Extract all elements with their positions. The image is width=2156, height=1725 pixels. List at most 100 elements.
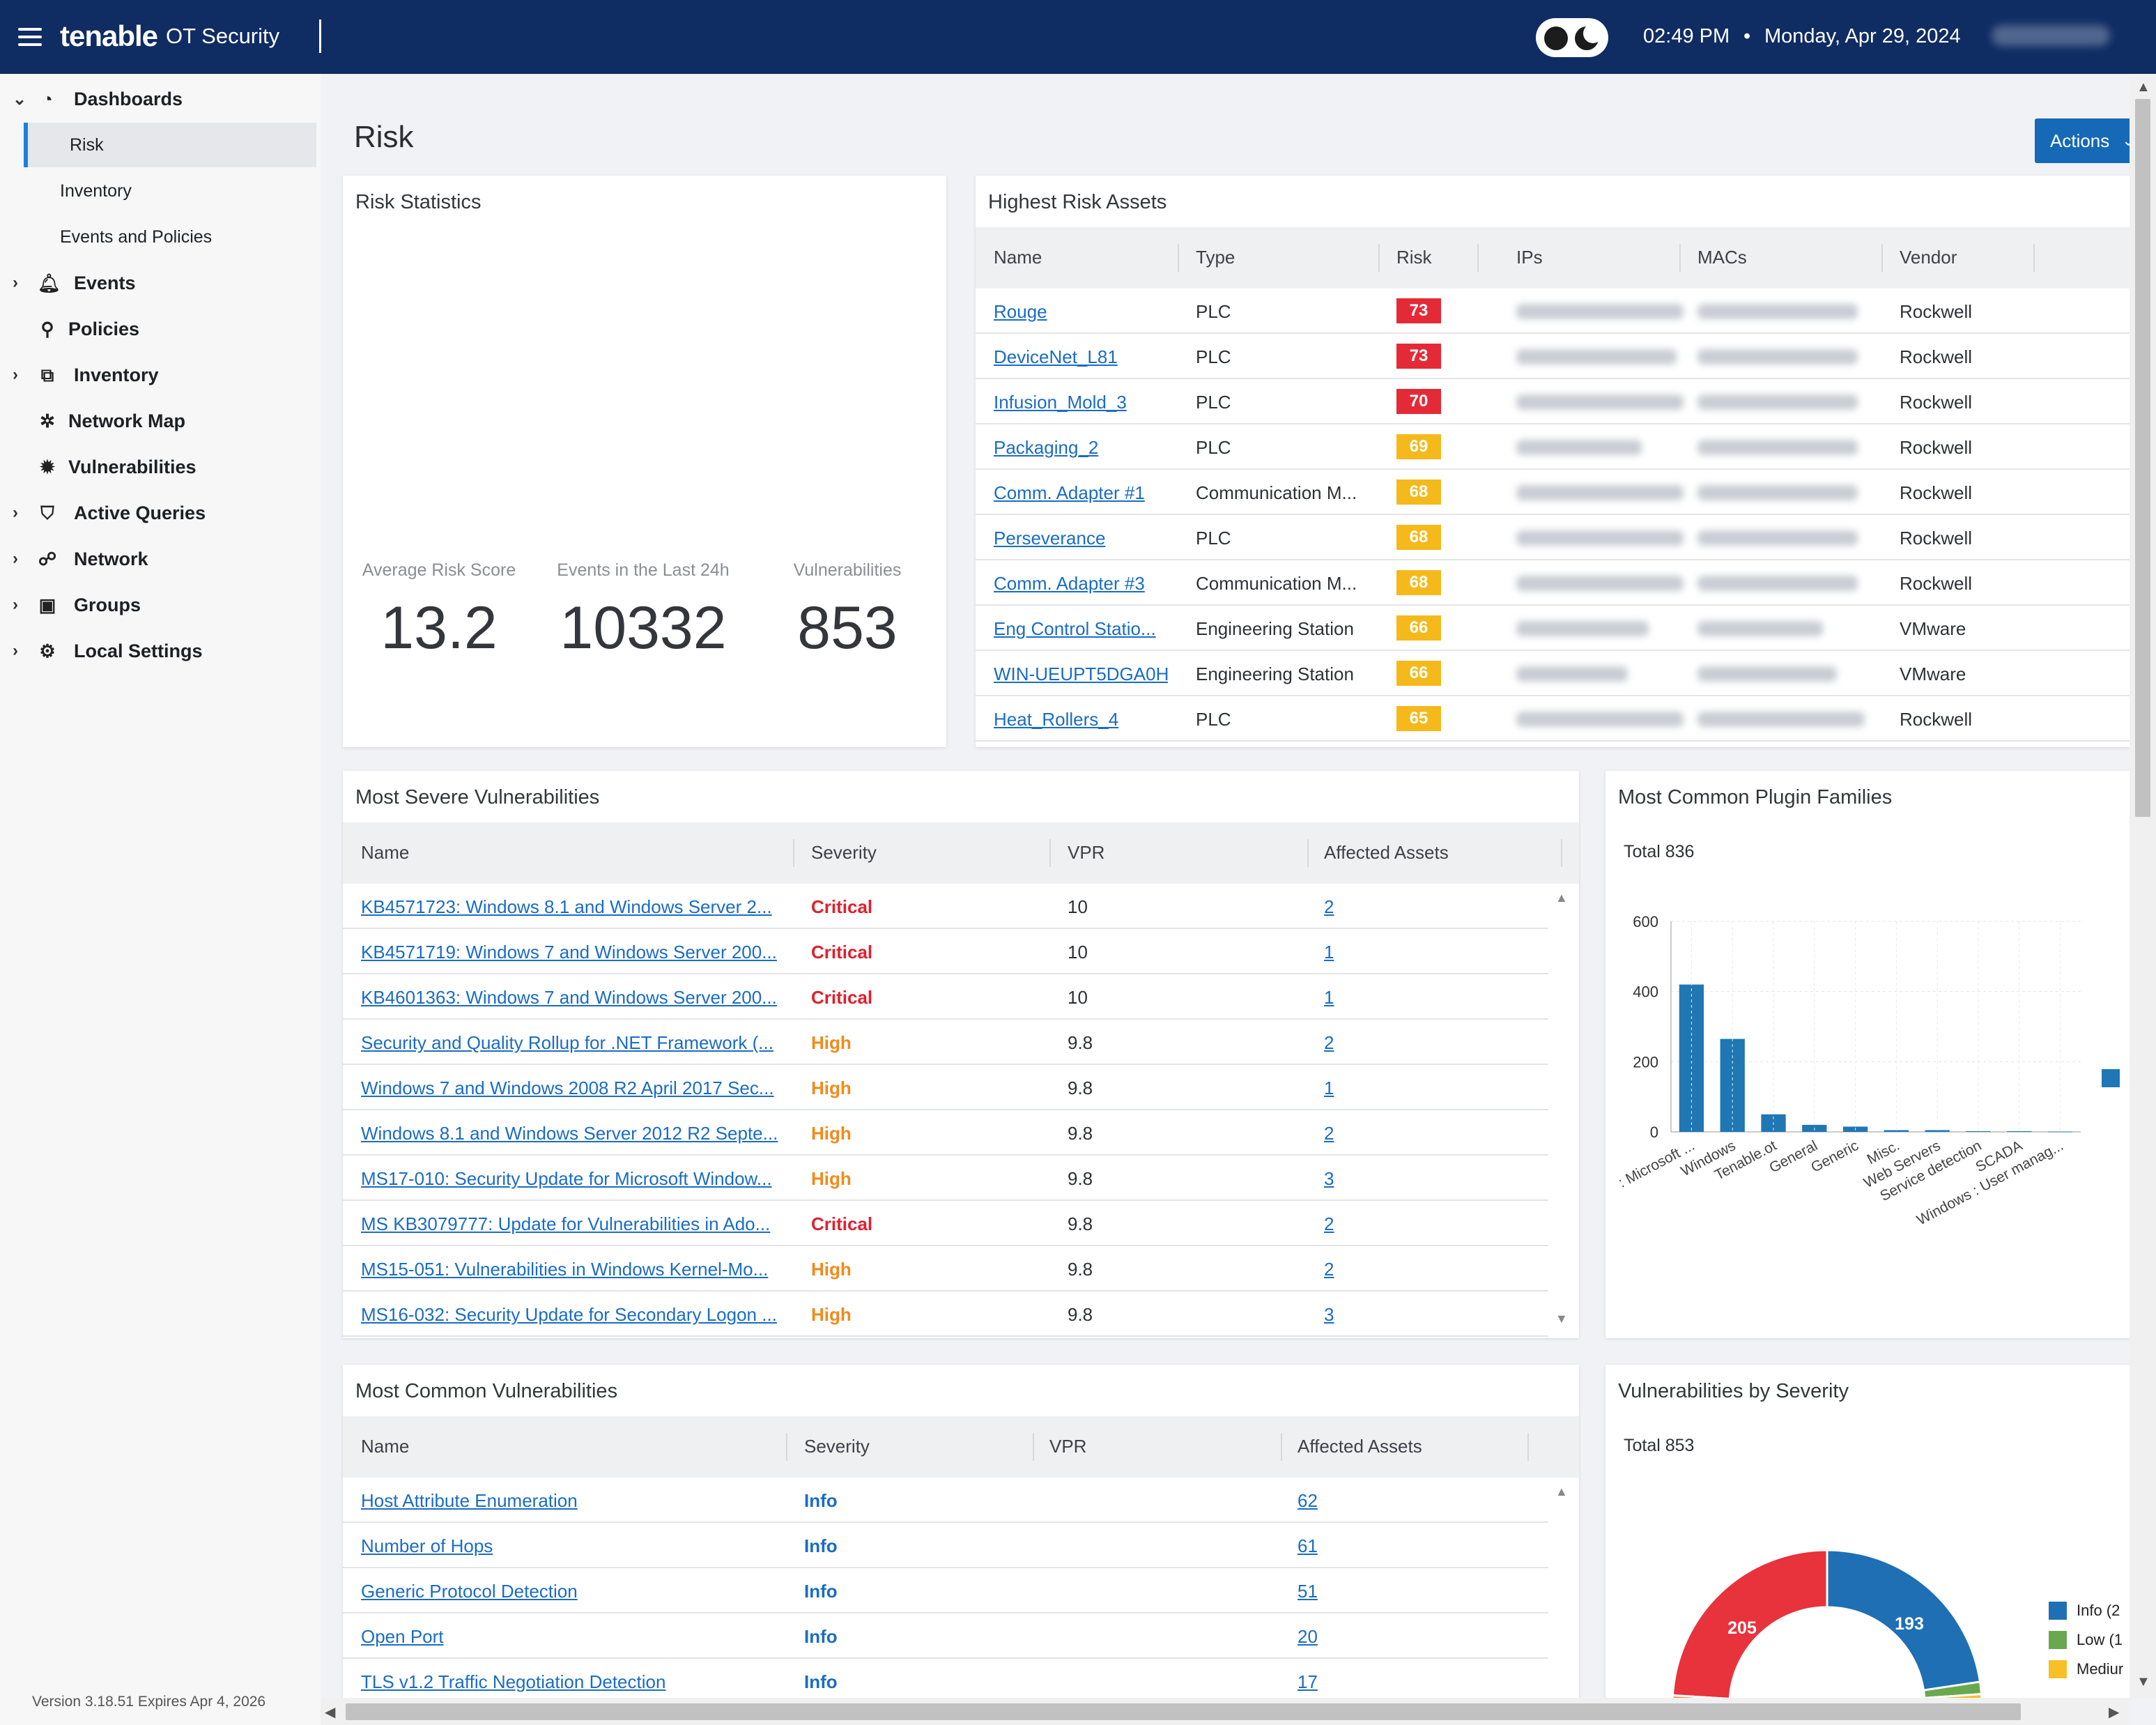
- table-row[interactable]: Open Port Info 20: [343, 1613, 1548, 1659]
- column-header-affected-assets[interactable]: Affected Assets: [1324, 842, 1449, 863]
- asset-name-link[interactable]: WIN-UEUPT5DGA0H: [994, 664, 1168, 684]
- column-divider[interactable]: [1178, 244, 1179, 272]
- column-header-name[interactable]: Name: [994, 247, 1042, 268]
- column-header-ips[interactable]: IPs: [1516, 247, 1543, 268]
- table-row[interactable]: KB4571719: Windows 7 and Windows Server …: [343, 929, 1548, 974]
- vulnerability-name-link[interactable]: KB4571719: Windows 7 and Windows Server …: [361, 942, 777, 963]
- asset-name-link[interactable]: DeviceNet_L81: [994, 346, 1118, 367]
- asset-name-link[interactable]: Comm. Adapter #1: [994, 482, 1145, 503]
- vulnerability-name-link[interactable]: Host Attribute Enumeration: [361, 1490, 578, 1511]
- column-header-severity[interactable]: Severity: [804, 1436, 870, 1457]
- column-divider[interactable]: [793, 839, 794, 867]
- page-vertical-scrollbar[interactable]: ▲ ▼: [2130, 78, 2156, 1698]
- affected-assets-link[interactable]: 2: [1324, 896, 1334, 917]
- chevron-right-icon[interactable]: ›: [13, 503, 18, 522]
- scroll-left-icon[interactable]: ◀: [325, 1705, 336, 1720]
- asset-name-link[interactable]: Perseverance: [994, 528, 1106, 549]
- table-row[interactable]: Heat_Rollers_4 PLC 65 Rockwell: [976, 696, 2130, 742]
- bar[interactable]: [1884, 1130, 1909, 1132]
- sidebar-item-dashboards[interactable]: ⌄ ◔ Dashboards: [0, 77, 321, 121]
- column-header-affected-assets[interactable]: Affected Assets: [1298, 1436, 1422, 1457]
- vulnerability-name-link[interactable]: MS17-010: Security Update for Microsoft …: [361, 1168, 772, 1189]
- table-row[interactable]: DeviceNet_L81 PLC 73 Rockwell: [976, 334, 2130, 379]
- affected-assets-link[interactable]: 17: [1298, 1671, 1318, 1692]
- asset-name-link[interactable]: Infusion_Mold_3: [994, 392, 1127, 413]
- column-divider[interactable]: [1049, 839, 1051, 867]
- vulnerability-name-link[interactable]: MS16-032: Security Update for Secondary …: [361, 1304, 777, 1325]
- pie-slice[interactable]: [1671, 1694, 1735, 1698]
- brand-logo[interactable]: tenable OT Security: [60, 17, 279, 56]
- vulnerability-name-link[interactable]: Generic Protocol Detection: [361, 1581, 578, 1602]
- table-row[interactable]: Perseverance PLC 68 Rockwell: [976, 515, 2130, 560]
- column-header-vendor[interactable]: Vendor: [1900, 247, 1957, 268]
- table-row[interactable]: MS16-032: Security Update for Secondary …: [343, 1291, 1548, 1337]
- table-row[interactable]: WIN-UEUPT5DGA0H Engineering Station 66 VMwa…: [976, 651, 2130, 696]
- scroll-up-icon[interactable]: ▲: [1555, 1485, 1568, 1498]
- affected-assets-link[interactable]: 2: [1324, 1213, 1334, 1234]
- table-row[interactable]: KB4601363: Windows 7 and Windows Server …: [343, 974, 1548, 1020]
- table-row[interactable]: Host Attribute Enumeration Info 62: [343, 1478, 1548, 1523]
- sidebar-item-policies[interactable]: ⚲ Policies: [0, 307, 321, 351]
- scrollbar-thumb[interactable]: [2135, 99, 2150, 817]
- scrollbar-thumb[interactable]: [346, 1703, 2021, 1720]
- vulnerability-name-link[interactable]: KB4571723: Windows 8.1 and Windows Serve…: [361, 896, 772, 917]
- table-row[interactable]: Infusion_Mold_3 PLC 70 Rockwell: [976, 379, 2130, 424]
- vulnerability-name-link[interactable]: Open Port: [361, 1626, 444, 1647]
- bar[interactable]: [2007, 1130, 2032, 1132]
- chevron-right-icon[interactable]: ›: [13, 273, 18, 292]
- affected-assets-link[interactable]: 1: [1324, 1078, 1334, 1098]
- scroll-up-icon[interactable]: ▲: [2136, 79, 2150, 95]
- column-divider[interactable]: [1679, 244, 1681, 272]
- sidebar-item-events[interactable]: › 🔔︎ Events: [0, 261, 321, 305]
- sidebar-item-inventory-dashboard[interactable]: Inventory: [24, 169, 316, 213]
- column-header-risk[interactable]: Risk: [1396, 247, 1432, 268]
- actions-button[interactable]: Actions ⌄: [2035, 118, 2139, 163]
- user-menu[interactable]: [1992, 25, 2110, 46]
- asset-name-link[interactable]: Eng Control Statio...: [994, 618, 1156, 639]
- asset-name-link[interactable]: Comm. Adapter #3: [994, 573, 1145, 594]
- legend-swatch[interactable]: [2102, 1069, 2120, 1087]
- column-header-vpr[interactable]: VPR: [1068, 842, 1105, 863]
- table-row[interactable]: Eng Control Statio... Engineering Station…: [976, 606, 2130, 651]
- vulnerability-name-link[interactable]: MS15-051: Vulnerabilities in Windows Ker…: [361, 1259, 769, 1280]
- vulnerability-name-link[interactable]: TLS v1.2 Traffic Negotiation Detection: [361, 1671, 666, 1692]
- sidebar-item-active-queries[interactable]: › ⛉ Active Queries: [0, 491, 321, 535]
- column-header-name[interactable]: Name: [361, 1436, 410, 1457]
- asset-name-link[interactable]: Rouge: [994, 301, 1047, 322]
- column-divider[interactable]: [1477, 244, 1479, 272]
- chevron-right-icon[interactable]: ›: [13, 365, 18, 384]
- sidebar-item-network[interactable]: › ☍ Network: [0, 537, 321, 581]
- vulnerability-name-link[interactable]: Number of Hops: [361, 1535, 493, 1556]
- table-row[interactable]: Comm. Adapter #3 Communication M... 68 Rock…: [976, 560, 2130, 606]
- table-row[interactable]: Number of Hops Info 61: [343, 1523, 1548, 1568]
- bar[interactable]: [1966, 1130, 1991, 1132]
- chevron-right-icon[interactable]: ›: [13, 641, 18, 660]
- sidebar-item-local-settings[interactable]: › ⚙ Local Settings: [0, 629, 321, 673]
- sidebar-item-groups[interactable]: › ▣ Groups: [0, 583, 321, 627]
- menu-icon[interactable]: [18, 28, 42, 46]
- affected-assets-link[interactable]: 2: [1324, 1123, 1334, 1144]
- chevron-right-icon[interactable]: ›: [13, 595, 18, 614]
- table-row[interactable]: MS17-010: Security Update for Microsoft …: [343, 1156, 1548, 1201]
- scroll-up-icon[interactable]: ▲: [1555, 891, 1568, 905]
- column-divider[interactable]: [1281, 1433, 1282, 1461]
- sidebar-item-inventory[interactable]: › ⧉ Inventory: [0, 353, 321, 397]
- column-divider[interactable]: [1527, 1433, 1529, 1461]
- table-row[interactable]: Windows 8.1 and Windows Server 2012 R2 S…: [343, 1110, 1548, 1156]
- column-divider[interactable]: [1378, 244, 1380, 272]
- affected-assets-link[interactable]: 3: [1324, 1304, 1334, 1325]
- table-row[interactable]: KB4571723: Windows 8.1 and Windows Serve…: [343, 884, 1548, 929]
- table-row[interactable]: MS15-051: Vulnerabilities in Windows Ker…: [343, 1246, 1548, 1291]
- column-header-macs[interactable]: MACs: [1697, 247, 1747, 268]
- table-row[interactable]: Packaging_2 PLC 69 Rockwell: [976, 424, 2130, 470]
- pie-slice[interactable]: [1671, 1549, 1828, 1698]
- table-row[interactable]: Rouge PLC 73 Rockwell: [976, 289, 2130, 334]
- asset-name-link[interactable]: Packaging_2: [994, 437, 1099, 458]
- table-row[interactable]: Security and Quality Rollup for .NET Fra…: [343, 1020, 1548, 1065]
- column-divider[interactable]: [1307, 839, 1309, 867]
- affected-assets-link[interactable]: 61: [1298, 1535, 1318, 1556]
- column-header-name[interactable]: Name: [361, 842, 410, 863]
- scroll-down-icon[interactable]: ▼: [2136, 1674, 2150, 1689]
- legend-item-low[interactable]: Low (1: [2049, 1631, 2123, 1649]
- column-divider[interactable]: [786, 1433, 787, 1461]
